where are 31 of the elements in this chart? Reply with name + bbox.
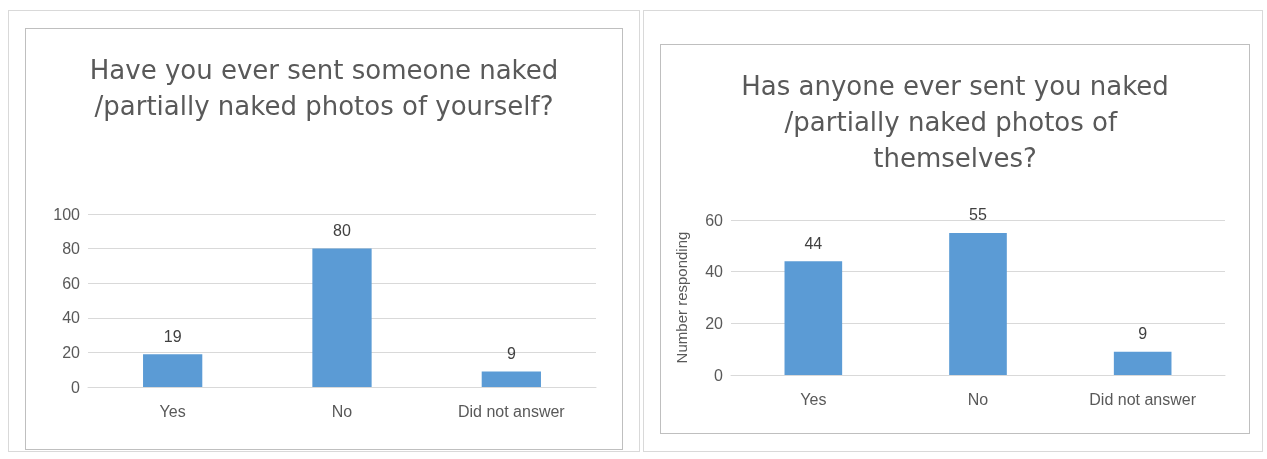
chart-title: Have you ever sent someone naked/partially naked photos of yourself? — [89, 55, 559, 121]
y-tick-label: 40 — [705, 263, 724, 281]
y-tick-label: 60 — [705, 211, 724, 229]
y-tick-label: 40 — [62, 309, 81, 327]
bar — [1113, 351, 1172, 375]
data-label: 44 — [804, 234, 823, 252]
data-label: 9 — [1138, 325, 1148, 343]
data-label: 9 — [506, 344, 516, 362]
x-tick-label: Yes — [800, 390, 827, 408]
y-tick-label: 80 — [62, 240, 81, 258]
y-tick-label: 60 — [62, 274, 81, 292]
y-tick-label: 0 — [71, 378, 81, 396]
bar — [481, 371, 541, 387]
x-tick-label: Did not answer — [1089, 390, 1197, 408]
data-label: 55 — [969, 206, 987, 224]
bar — [143, 354, 203, 387]
bar — [312, 248, 372, 387]
y-tick-label: 0 — [714, 366, 724, 384]
data-label: 80 — [333, 222, 351, 240]
bar — [784, 261, 843, 375]
y-tick-label: 20 — [705, 314, 724, 332]
x-tick-label: Did not answer — [457, 402, 566, 420]
y-axis-title: Number responding — [673, 231, 690, 364]
data-label: 19 — [163, 327, 182, 345]
y-tick-label: 100 — [53, 205, 81, 223]
x-tick-label: No — [331, 402, 353, 420]
x-tick-label: No — [967, 390, 989, 408]
y-tick-label: 20 — [62, 343, 81, 361]
chart-title: Has anyone ever sent you naked/partially naked photos of themselves? — [741, 71, 1169, 173]
bar — [949, 232, 1007, 375]
x-tick-label: Yes — [159, 402, 186, 420]
